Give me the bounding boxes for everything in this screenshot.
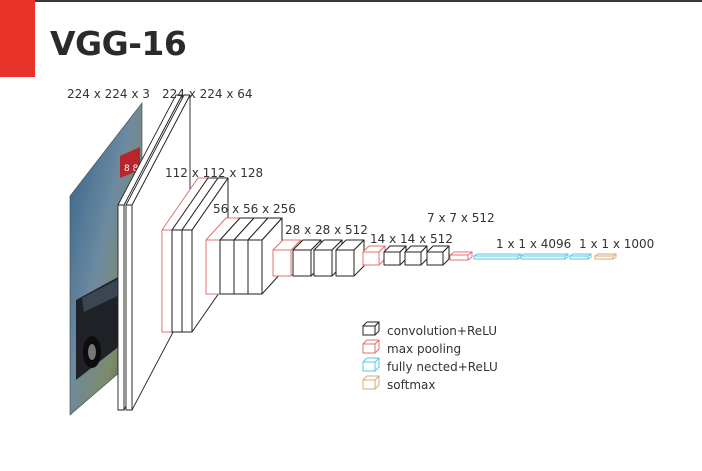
slide-title: VGG-16 — [50, 24, 187, 63]
svg-text:8 8 8: 8 8 8 — [124, 164, 147, 174]
conv-layer-5b — [404, 245, 428, 266]
dim-label-out: 1 x 1 x 1000 — [579, 237, 654, 251]
dim-label-input: 224 x 224 x 3 — [67, 87, 150, 101]
title-accent-bar — [0, 0, 35, 77]
dim-label-conv2: 112 x 112 x 128 — [165, 166, 263, 180]
dim-label-conv4: 28 x 28 x 512 — [285, 223, 368, 237]
dimension-labels: 224 x 224 x 3 224 x 224 x 64 112 x 112 x 1… — [67, 87, 654, 251]
dim-label-conv5: 14 x 14 x 512 — [370, 232, 453, 246]
legend: convolution+ReLU max pooling fully nected+… — [362, 321, 498, 392]
legend-swatch-softmax — [362, 375, 380, 390]
conv-layer-1b — [125, 94, 191, 411]
dim-label-conv1: 224 x 224 x 64 — [162, 87, 253, 101]
dim-label-pool5: 7 x 7 x 512 — [427, 211, 495, 225]
softmax-layer — [594, 253, 617, 260]
dim-label-conv3: 56 x 56 x 256 — [213, 202, 296, 216]
legend-label-fully_connected: fully nected+ReLU — [387, 360, 498, 374]
legend-label-pooling: max pooling — [387, 342, 461, 356]
fc-layer-1 — [473, 253, 522, 260]
pool-layer-5 — [449, 251, 473, 261]
legend-swatch-convolution — [362, 321, 380, 336]
pool-layer-4 — [362, 245, 386, 266]
network-layers — [117, 94, 617, 411]
legend-label-softmax: softmax — [387, 378, 435, 392]
top-rule — [0, 0, 702, 2]
dim-label-fc: 1 x 1 x 4096 — [496, 237, 571, 251]
conv-layer-4c — [335, 239, 365, 277]
conv-layer-5c — [426, 245, 450, 266]
conv-layer-5a — [383, 245, 407, 266]
legend-label-convolution: convolution+ReLU — [387, 324, 497, 338]
legend-swatch-pooling — [362, 339, 380, 354]
legend-swatch-fully_connected — [362, 357, 380, 372]
fc-layer-3 — [569, 253, 592, 260]
fc-layer-2 — [520, 253, 569, 260]
